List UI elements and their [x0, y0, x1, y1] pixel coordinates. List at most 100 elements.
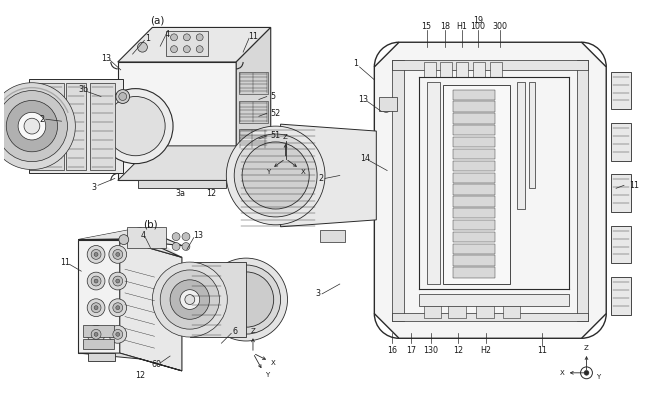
Text: 100: 100 [471, 22, 486, 31]
Circle shape [24, 118, 40, 134]
Circle shape [584, 370, 589, 375]
Text: X: X [560, 370, 564, 376]
Bar [392, 60, 404, 320]
Text: H1: H1 [457, 22, 467, 31]
Circle shape [152, 262, 228, 337]
Circle shape [91, 249, 101, 259]
Circle shape [211, 265, 281, 334]
Bar [453, 173, 495, 183]
Text: 6: 6 [233, 327, 238, 336]
Circle shape [116, 89, 129, 103]
Circle shape [380, 100, 392, 112]
Text: (a): (a) [150, 16, 164, 26]
Circle shape [109, 299, 127, 317]
Text: 1: 1 [145, 34, 150, 43]
Bar [83, 326, 114, 337]
Bar [392, 60, 588, 70]
Text: 3a: 3a [175, 189, 185, 198]
Polygon shape [118, 62, 236, 181]
Bar [611, 277, 631, 315]
Bar [127, 227, 166, 249]
Polygon shape [78, 228, 182, 257]
Circle shape [113, 249, 123, 259]
Bar [611, 174, 631, 212]
Text: Y: Y [596, 374, 601, 380]
Bar [476, 306, 494, 318]
Text: 4: 4 [164, 30, 170, 39]
Circle shape [113, 329, 123, 339]
Circle shape [183, 46, 190, 52]
Bar [426, 82, 441, 284]
Text: 11: 11 [248, 32, 258, 41]
Circle shape [170, 280, 209, 319]
Bar [453, 267, 495, 278]
Circle shape [87, 246, 105, 263]
Bar [453, 137, 495, 147]
Bar [453, 149, 495, 159]
Circle shape [180, 290, 200, 310]
Circle shape [94, 332, 98, 336]
Text: 16: 16 [387, 346, 397, 354]
Text: 17: 17 [406, 346, 416, 354]
Text: 11: 11 [537, 346, 547, 354]
Bar [453, 184, 495, 195]
Text: 60: 60 [151, 360, 161, 370]
Circle shape [94, 279, 98, 283]
Text: 11: 11 [629, 181, 639, 190]
Polygon shape [190, 262, 246, 337]
Polygon shape [120, 239, 182, 371]
Polygon shape [78, 239, 120, 353]
Polygon shape [29, 79, 123, 173]
Text: 14: 14 [361, 154, 370, 163]
Circle shape [109, 272, 127, 290]
Text: 18: 18 [441, 22, 450, 31]
Text: 2: 2 [318, 174, 324, 183]
Circle shape [234, 134, 317, 217]
Polygon shape [281, 124, 376, 227]
Text: 130: 130 [423, 346, 438, 354]
Bar [453, 255, 495, 266]
Circle shape [196, 46, 203, 52]
Bar [424, 62, 436, 77]
Bar [379, 97, 397, 111]
Polygon shape [90, 83, 115, 170]
Bar [473, 62, 485, 77]
Circle shape [182, 243, 190, 250]
Bar [424, 306, 441, 318]
Text: X: X [270, 360, 275, 366]
Text: 13: 13 [101, 53, 111, 63]
Bar [453, 232, 495, 242]
Circle shape [113, 303, 123, 312]
Bar [443, 85, 510, 284]
Circle shape [91, 276, 101, 286]
Circle shape [116, 306, 120, 310]
Text: Y: Y [265, 372, 269, 378]
Text: X: X [301, 168, 305, 175]
Circle shape [183, 34, 190, 41]
Circle shape [18, 112, 46, 140]
Circle shape [87, 299, 105, 317]
Polygon shape [78, 228, 182, 246]
Text: Z: Z [250, 328, 255, 334]
Bar [490, 62, 502, 77]
Text: 11: 11 [60, 258, 70, 267]
Bar [453, 196, 495, 207]
Bar [517, 82, 525, 209]
Bar [577, 60, 588, 320]
Bar [419, 294, 569, 306]
Circle shape [160, 270, 220, 329]
Circle shape [205, 258, 287, 341]
Circle shape [91, 303, 101, 312]
Text: 3: 3 [92, 183, 97, 192]
Text: 4: 4 [141, 231, 146, 240]
Bar [392, 312, 588, 320]
Circle shape [138, 42, 148, 52]
Bar [441, 62, 452, 77]
Circle shape [182, 233, 190, 241]
Text: 3b: 3b [78, 85, 88, 94]
Text: 12: 12 [135, 371, 146, 380]
Circle shape [0, 91, 68, 162]
Bar [611, 123, 631, 161]
Polygon shape [88, 353, 114, 361]
Text: 51: 51 [271, 131, 281, 141]
